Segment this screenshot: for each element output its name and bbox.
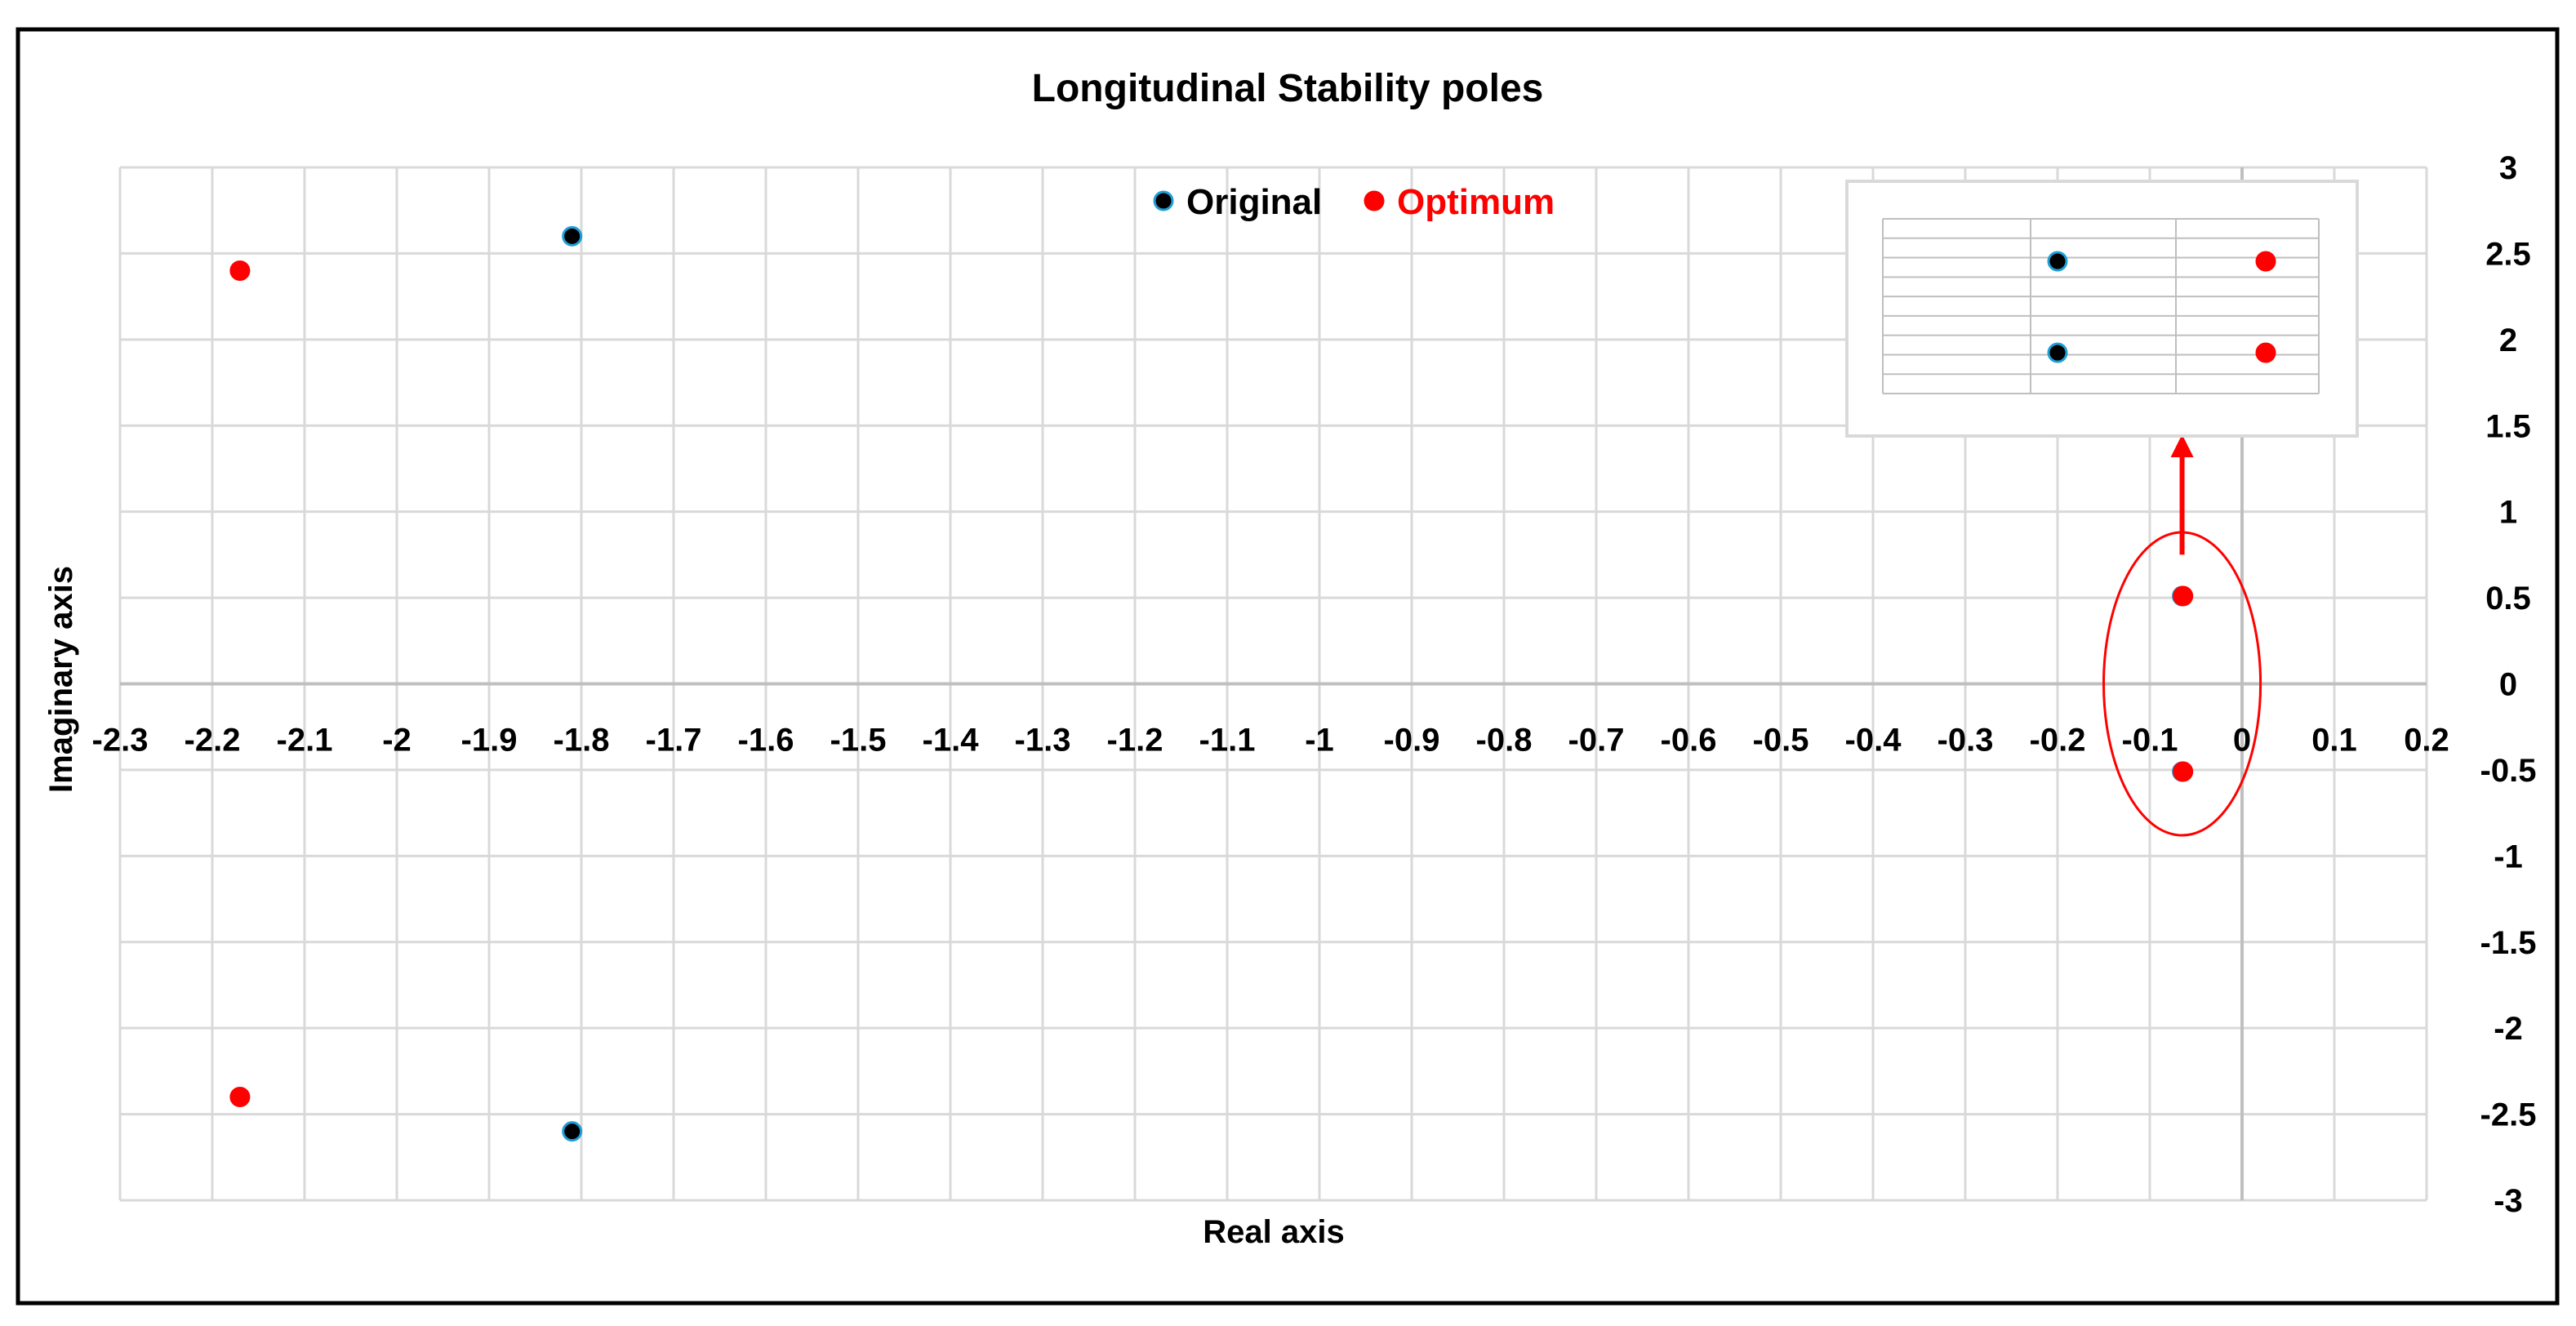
x-tick-label: -0.8 bbox=[1476, 723, 1533, 759]
inset-point-optimum bbox=[2255, 342, 2276, 363]
x-tick-label: -0.4 bbox=[1845, 723, 1902, 759]
y-tick-label: -3 bbox=[2494, 1183, 2523, 1219]
point-optimum bbox=[229, 1087, 251, 1107]
point-optimum bbox=[229, 260, 251, 281]
data-points bbox=[229, 225, 2194, 1142]
y-tick-label: 0 bbox=[2499, 667, 2517, 703]
y-tick-label: -2.5 bbox=[2480, 1097, 2537, 1133]
x-tick-label: 0 bbox=[2233, 723, 2251, 759]
point-optimum bbox=[2173, 761, 2194, 782]
x-tick-label: -1 bbox=[1305, 723, 1334, 759]
y-tick-label: -0.5 bbox=[2480, 753, 2537, 789]
x-tick-label: -1.9 bbox=[461, 723, 518, 759]
x-axis-label: Real axis bbox=[1203, 1214, 1344, 1250]
y-tick-label: 1.5 bbox=[2485, 408, 2531, 444]
legend-marker-original bbox=[1153, 190, 1174, 211]
x-tick-label: 0.2 bbox=[2404, 723, 2449, 759]
y-tick-label: -2 bbox=[2494, 1011, 2523, 1047]
x-tick-label: -2 bbox=[382, 723, 412, 759]
x-tick-label: -0.2 bbox=[2030, 723, 2086, 759]
annotations bbox=[2102, 434, 2262, 837]
y-tick-label: 0.5 bbox=[2485, 581, 2531, 616]
legend-label-original: Original bbox=[1186, 182, 1322, 222]
legend-label-optimum: Optimum bbox=[1397, 182, 1555, 222]
x-tick-label: -0.5 bbox=[1753, 723, 1809, 759]
x-tick-label: -0.9 bbox=[1384, 723, 1440, 759]
x-tick-label: -1.7 bbox=[646, 723, 702, 759]
x-tick-label: -0.6 bbox=[1661, 723, 1717, 759]
x-tick-label: -1.1 bbox=[1199, 723, 1256, 759]
zoom-arrow-head bbox=[2170, 434, 2194, 458]
x-tick-label: -0.3 bbox=[1938, 723, 1994, 759]
point-optimum bbox=[2173, 585, 2194, 607]
x-tick-label: -1.2 bbox=[1107, 723, 1163, 759]
x-tick-label: -2.2 bbox=[185, 723, 241, 759]
inset-point-original bbox=[2047, 342, 2068, 363]
y-tick-labels: 3 2.5 2 1.5 1 0.5 0 -0.5 -1 -1.5 -2 -2.5 -3 bbox=[2480, 150, 2537, 1219]
zoom-inset bbox=[1845, 180, 2359, 438]
x-tick-labels: -2.3 -2.2 -2.1 -2 -1.9 -1.8 -1.7 -1.6 -1.5 -1.4 -1… bbox=[92, 723, 2449, 759]
x-tick-label: -1.8 bbox=[554, 723, 610, 759]
x-tick-label: -0.7 bbox=[1568, 723, 1625, 759]
x-tick-label: -2.1 bbox=[277, 723, 333, 759]
point-original bbox=[562, 225, 583, 247]
inset-point-optimum bbox=[2255, 251, 2276, 272]
legend-marker-optimum bbox=[1364, 190, 1385, 211]
chart-title: Longitudinal Stability poles bbox=[1032, 67, 1544, 110]
x-tick-label: -1.6 bbox=[738, 723, 794, 759]
y-axis-label: Imaginary axis bbox=[43, 566, 79, 793]
x-tick-label: -2.3 bbox=[92, 723, 149, 759]
y-tick-label: -1 bbox=[2494, 839, 2523, 874]
x-tick-label: 0.1 bbox=[2311, 723, 2357, 759]
inset-point-original bbox=[2047, 251, 2068, 272]
x-tick-label: -1.5 bbox=[830, 723, 887, 759]
x-tick-label: -1.4 bbox=[923, 723, 980, 759]
legend: Original Optimum bbox=[1153, 182, 1555, 222]
y-tick-label: 2 bbox=[2499, 323, 2517, 358]
y-tick-label: 1 bbox=[2499, 495, 2517, 531]
x-tick-label: -1.3 bbox=[1015, 723, 1071, 759]
y-tick-label: 3 bbox=[2499, 150, 2517, 186]
x-tick-label: -0.1 bbox=[2122, 723, 2178, 759]
y-tick-label: 2.5 bbox=[2485, 236, 2531, 272]
point-original bbox=[562, 1121, 583, 1142]
y-tick-label: -1.5 bbox=[2480, 925, 2537, 961]
